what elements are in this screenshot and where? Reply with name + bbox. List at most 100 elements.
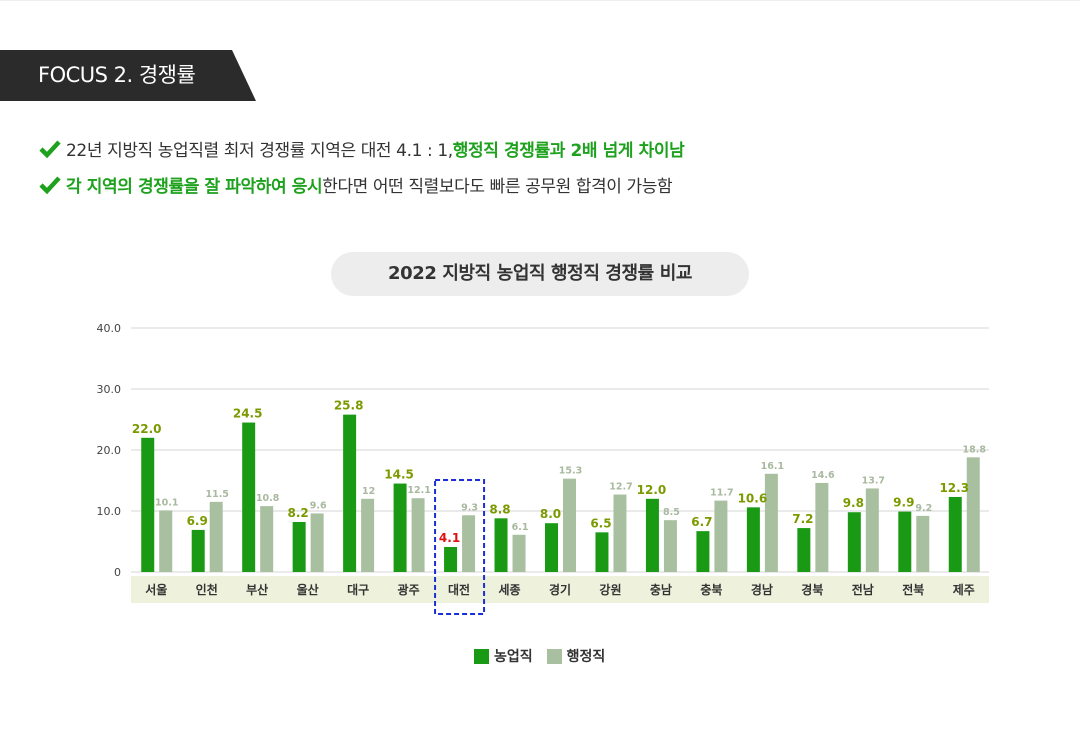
bar-agri [847,512,861,572]
bullet-text-plain: 한다면 어떤 직렬보다도 빠른 공무원 합격이 가능함 [322,177,673,197]
bullet-item-2: 각 지역의 경쟁률을 잘 파악하여 응시 한다면 어떤 직렬보다도 빠른 공무원 … [38,172,673,197]
data-label-admin: 13.7 [862,475,885,486]
x-tick-label: 경기 [549,582,571,597]
data-label-admin: 12.1 [407,485,430,496]
data-label-agri: 8.0 [540,507,561,521]
data-label-admin: 12.7 [609,482,632,493]
bar-admin [764,473,778,572]
data-label-admin: 10.1 [155,497,178,508]
data-label-admin: 6.1 [512,522,529,533]
y-tick-label: 40.0 [97,322,122,335]
x-tick-label: 전북 [902,582,924,597]
bar-admin [714,500,728,572]
data-label-agri: 6.9 [187,514,208,528]
bar-agri [797,528,811,572]
data-label-agri: 7.2 [792,512,813,526]
bullet-text-highlight: 행정직 경쟁률과 2배 넘게 차이남 [452,141,685,161]
data-label-agri: 9.9 [893,496,914,510]
data-label-admin: 9.3 [461,502,478,513]
top-divider [0,0,1080,1]
data-label-admin: 16.1 [761,461,784,472]
focus-title: FOCUS 2. 경쟁률 [38,63,196,87]
x-tick-label: 강원 [599,583,621,597]
legend-label-agri: 농업직 [494,649,533,665]
data-label-admin: 9.6 [310,500,327,511]
bar-agri [595,532,609,572]
data-label-admin: 18.8 [963,444,987,455]
x-tick-label: 대구 [347,583,369,597]
bar-admin [563,478,576,572]
data-label-agri: 24.5 [233,407,263,421]
x-tick-label: 충북 [700,582,722,597]
banner-shape [0,50,256,101]
focus-banner: FOCUS 2. 경쟁률 [0,50,256,101]
x-tick-label: 인천 [196,582,218,597]
bar-agri [444,546,458,572]
data-label-admin: 10.8 [256,493,280,504]
legend-label-admin: 행정직 [566,649,606,665]
bar-admin [916,515,930,572]
data-label-agri: 14.5 [384,468,414,482]
x-tick-label: 제주 [953,583,975,597]
bar-admin [260,506,274,572]
highlight-box [434,479,486,615]
bar-admin [361,498,375,572]
checkmark-icon [39,139,61,158]
bar-agri [494,518,508,572]
bar-admin [512,534,526,572]
x-tick-label: 충남 [650,582,672,597]
bullet-text-plain: 22년 지방직 농업직렬 최저 경쟁률 지역은 대전 4.1 : 1, [66,141,453,161]
y-tick-label: 30.0 [97,383,122,396]
bullet-text-highlight: 각 지역의 경쟁률을 잘 파악하여 응시 [66,177,323,197]
x-tick-label: 경북 [801,583,823,597]
bar-admin [815,482,829,572]
data-label-agri: 6.7 [691,515,712,529]
bar-admin [613,494,627,572]
category-band [131,576,989,603]
legend-item-agri: 농업직 [474,646,533,666]
bar-admin [209,501,223,572]
y-tick-label: 20.0 [97,444,122,457]
x-tick-label: 대전 [448,582,470,597]
data-label-agri: 25.8 [334,399,364,413]
data-label-admin: 12 [362,486,375,497]
checkmark-icon [39,175,61,194]
legend-item-admin: 행정직 [546,646,606,666]
bar-agri [645,498,659,572]
bar-admin [865,488,879,572]
data-label-admin: 8.5 [663,507,680,518]
legend-swatch-admin [546,648,562,664]
bar-agri [292,521,306,572]
bullet-item-1: 22년 지방직 농업직렬 최저 경쟁률 지역은 대전 4.1 : 1, 행정직 … [38,136,685,161]
data-label-agri: 8.8 [489,502,510,516]
bar-agri [746,507,760,572]
x-tick-label: 부산 [246,582,268,597]
chart-title: 2022 지방직 농업직 행정직 경쟁률 비교 [331,252,749,296]
data-label-agri: 12.3 [939,481,969,495]
bar-agri [696,531,710,572]
x-tick-label: 전남 [852,582,874,597]
bar-admin [310,513,324,572]
data-label-agri: 22.0 [132,422,162,436]
bar-admin [663,520,677,572]
data-label-agri: 6.5 [590,516,611,530]
bar-agri [948,496,962,572]
data-label-admin: 11.7 [710,488,733,499]
bar-agri [141,437,155,572]
bar-agri [545,523,558,572]
data-label-admin: 15.3 [559,466,582,477]
data-label-agri: 9.8 [843,496,864,510]
data-label-admin: 9.2 [915,503,932,514]
x-tick-label: 광주 [398,582,420,597]
bar-admin [462,515,476,572]
bar-admin [411,498,425,572]
x-tick-label: 울산 [297,582,319,597]
bar-agri [191,529,205,572]
data-label-agri: 10.6 [738,491,768,505]
x-tick-label: 경남 [751,582,773,597]
bar-admin [159,510,173,572]
y-tick-label: 10.0 [97,505,122,518]
x-tick-label: 서울 [145,582,167,597]
data-label-agri: 4.1 [439,531,460,545]
bar-agri [343,414,357,572]
